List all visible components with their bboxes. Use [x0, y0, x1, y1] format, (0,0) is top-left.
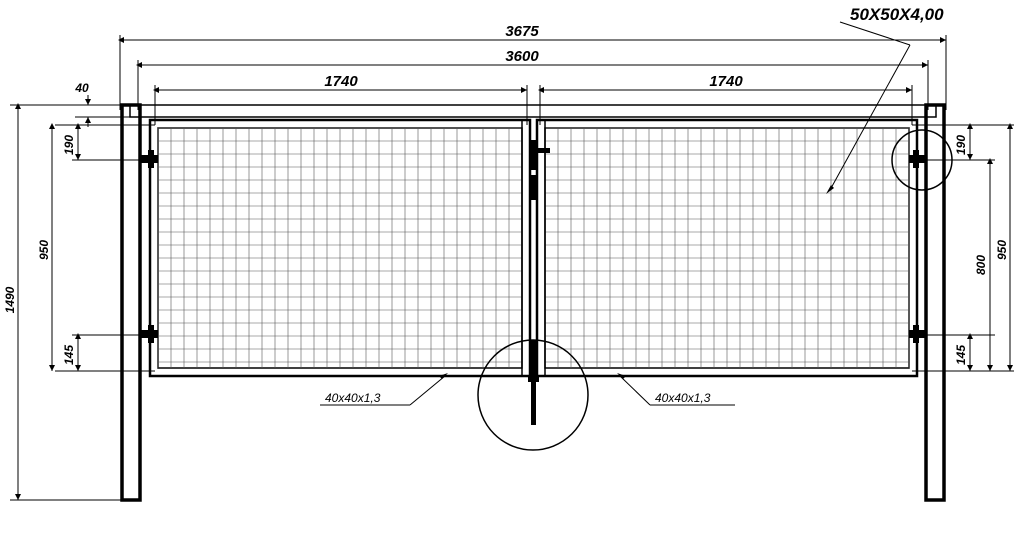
post-right: [926, 105, 944, 500]
center-latch: [528, 140, 550, 425]
top-rail: [130, 105, 936, 117]
dim-3600: 3600: [505, 48, 539, 65]
profile-label-left: 40x40x1,3: [325, 391, 381, 405]
dim-145-left: 145: [62, 345, 76, 365]
mesh-left: [158, 128, 522, 368]
dim-950-left: 950: [37, 240, 51, 260]
dim-950-right: 950: [995, 240, 1009, 260]
dim-190-right: 190: [954, 135, 968, 155]
hinge-left-bottom: [140, 325, 158, 343]
dim-190-left: 190: [62, 135, 76, 155]
gate-technical-drawing: 3675 3600 1740 1740 40 1490 950 190 145 …: [0, 0, 1024, 533]
dim-145-right: 145: [954, 345, 968, 365]
dim-3675: 3675: [505, 23, 539, 40]
dim-1740-left: 1740: [324, 73, 358, 90]
note-50x50: 50X50X4,00: [850, 5, 944, 24]
dim-40: 40: [74, 81, 89, 95]
profile-label-right: 40x40x1,3: [655, 391, 711, 405]
dim-1490: 1490: [3, 286, 17, 313]
hinge-left-top: [140, 150, 158, 168]
dim-1740-right: 1740: [709, 73, 743, 90]
dim-800: 800: [974, 255, 988, 275]
mesh-right: [545, 128, 909, 368]
post-left: [122, 105, 140, 500]
